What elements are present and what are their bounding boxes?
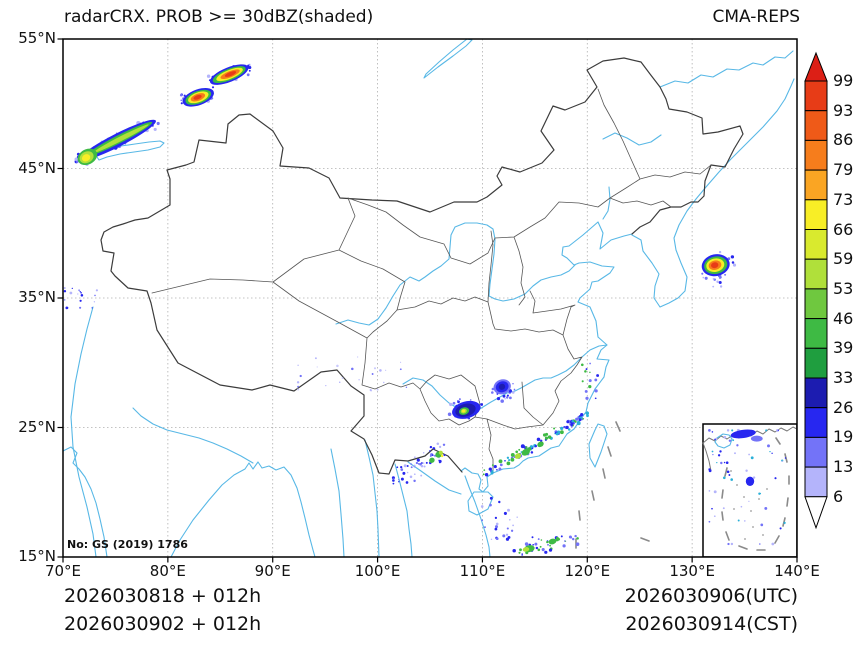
footer-init-time-cst: 2026030902 + 012h (64, 613, 262, 635)
echo-hunan-cluster (491, 379, 516, 403)
colorbar-tick-label: 19 (833, 427, 854, 447)
x-tick-label: 120°E (564, 562, 611, 580)
echo-east-tibet-speckles (296, 356, 408, 392)
mekong-river (394, 463, 413, 557)
x-tick-label: 140°E (774, 562, 820, 580)
colorbar-tick-label: 93 (833, 100, 854, 120)
y-tick-label: 35°N (18, 288, 56, 306)
indus-river (70, 306, 97, 557)
colorbar-tick-label: 39 (833, 338, 854, 358)
colorbar-tick-label: 59 (833, 249, 854, 269)
hainan-island (467, 491, 494, 516)
irrawaddy-river (330, 448, 345, 557)
colorbar-tick-label: 26 (833, 397, 854, 417)
nine-dash-line (575, 421, 650, 549)
colorbar-tick-label: 33 (833, 368, 854, 387)
plot-title: radarCRX. PROB >= 30dBZ(shaded) (64, 7, 374, 27)
plot-frame (62, 38, 798, 558)
echo-altai-south-cell (179, 86, 215, 107)
yellow-river (335, 222, 576, 326)
map-license-watermark: No: GS (2019) 1786 (67, 538, 188, 551)
plot-border (62, 38, 798, 558)
liao-river (602, 186, 611, 220)
echo-sea-of-japan-cell (701, 250, 737, 288)
colorbar-tick-label: 53 (833, 278, 854, 298)
echo-northwest-streak (74, 119, 160, 166)
footer-init-time-utc: 2026030818 + 012h (64, 585, 262, 607)
colorbar (804, 51, 828, 530)
south-china-sea-inset-map (702, 423, 797, 557)
lake-balkhash (94, 140, 165, 161)
colorbar-tick-label: 99 (833, 71, 854, 90)
colorbar-tick-label: 73 (833, 189, 854, 209)
colorbar-tick-label: 46 (833, 308, 854, 328)
amur-river (659, 50, 794, 88)
geography-layer (63, 39, 795, 557)
inset-radar-echoes (708, 428, 787, 546)
colorbar-tick-label: 6 (833, 486, 844, 506)
model-source-label: CMA-REPS (712, 7, 800, 27)
echo-pamir-west-speckles (63, 286, 99, 310)
x-tick-label: 110°E (459, 562, 506, 580)
inset-island-dots (730, 470, 768, 540)
x-tick-label: 70°E (44, 562, 82, 580)
colorbar-tick-label: 13 (833, 457, 854, 477)
radar-echo-layer (63, 63, 737, 556)
china-coastline (460, 221, 633, 493)
x-tick-label: 90°E (254, 562, 291, 580)
echo-southeast-coast-band (482, 411, 590, 477)
taiwan-island (588, 423, 608, 468)
echo-south-china-sea-band (512, 534, 580, 556)
y-tick-label: 45°N (18, 158, 56, 177)
colorbar-tick-label: 66 (833, 219, 854, 239)
vietnam-coast (464, 475, 491, 557)
y-tick-label: 25°N (18, 417, 56, 436)
y-tick-label: 55°N (18, 29, 56, 47)
ganges-river (132, 407, 254, 464)
echo-zhejiang-coast-dots (580, 362, 600, 400)
echo-hainan-south-speckles (480, 496, 518, 541)
gridlines (63, 39, 797, 557)
korea-russia-coast (631, 78, 795, 308)
y-tick-label: 15°N (18, 547, 56, 565)
echo-guizhou-cluster (447, 398, 484, 420)
footer-valid-time-cst: 2026030914(CST) (625, 613, 798, 635)
footer-valid-time-utc: 2026030906(UTC) (624, 585, 798, 607)
inset-hainan-island (714, 433, 733, 449)
lake-baikal (423, 39, 473, 79)
colorbar-tick-label: 86 (833, 130, 854, 150)
echo-south-china-sea-inset (708, 428, 787, 546)
india-west-coast (63, 446, 108, 557)
x-tick-label: 130°E (669, 562, 715, 580)
axis-ticks (57, 38, 798, 563)
bay-of-bengal-coast (170, 461, 316, 557)
colorbar-tick-label: 79 (833, 160, 854, 180)
echo-yunnan-vietnam-band (391, 442, 446, 485)
songhua-river (602, 132, 662, 146)
echo-altai-north-cell (206, 63, 252, 85)
yangtze-river (402, 344, 608, 414)
province-borders (151, 88, 712, 474)
china-land-border (100, 57, 744, 475)
salween-river (364, 439, 380, 557)
x-tick-label: 80°E (149, 562, 186, 580)
x-tick-label: 100°E (354, 562, 401, 580)
red-river (407, 461, 462, 495)
